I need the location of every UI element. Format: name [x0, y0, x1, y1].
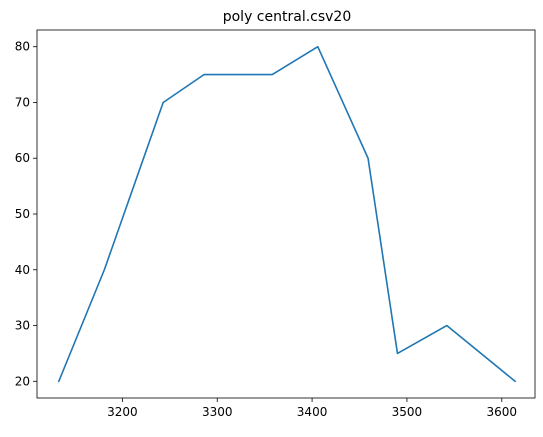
chart-title: poly central.csv20	[223, 9, 352, 25]
x-tick-label: 3600	[487, 405, 518, 419]
y-tick-label: 50	[15, 207, 30, 221]
x-tick-label: 3400	[297, 405, 328, 419]
plot-frame	[36, 29, 536, 399]
x-tick-label: 3300	[202, 405, 233, 419]
y-tick-label: 80	[15, 40, 30, 54]
y-tick-label: 20	[15, 374, 30, 388]
axis-ticks: 3200 3300 3400 3500 3600 20 30 40 50 60 70 80	[15, 40, 517, 419]
y-tick-label: 60	[15, 151, 30, 165]
plot-area	[57, 45, 517, 383]
series-line-0	[57, 45, 517, 383]
x-tick-label: 3200	[107, 405, 138, 419]
y-tick-label: 30	[15, 319, 30, 333]
x-tick-label: 3500	[392, 405, 423, 419]
y-tick-label: 70	[15, 95, 30, 109]
y-tick-label: 40	[15, 263, 30, 277]
